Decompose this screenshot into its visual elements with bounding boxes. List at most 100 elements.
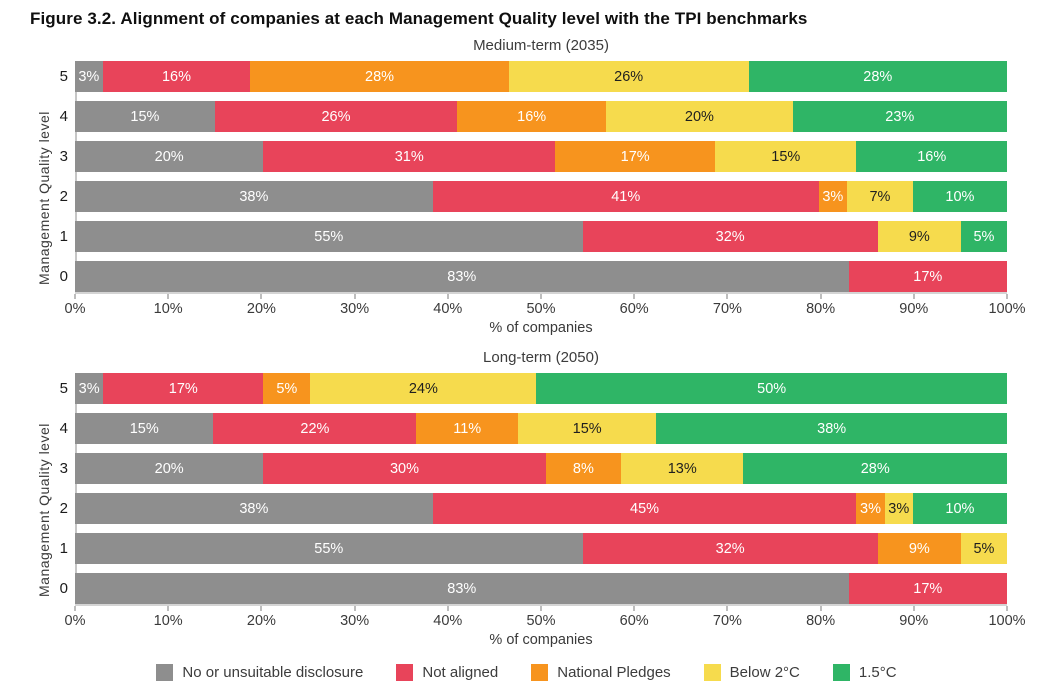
bar-segment-label: 38% — [239, 188, 269, 205]
bar-segment: 83% — [75, 573, 849, 604]
bar-segment: 31% — [263, 141, 556, 172]
bar-segment-label: 20% — [154, 148, 184, 165]
legend-swatch — [531, 664, 549, 681]
x-tick-mark — [260, 606, 263, 611]
bar-segment: 22% — [213, 413, 417, 444]
stacked-bar: 38% 41% 3% 7% 10% — [75, 181, 1008, 212]
stacked-bar: 15% 22% 11% 15% 38% — [75, 413, 1008, 444]
bar-segment: 15% — [75, 101, 215, 132]
legend-label: National Pledges — [557, 664, 671, 681]
x-tick-label: 50% — [526, 301, 556, 317]
bar-segment-label: 28% — [365, 68, 395, 85]
chart-medium-term: Medium-term (2035) Management Quality le… — [0, 37, 1053, 336]
bar-segment-label: 50% — [757, 380, 787, 397]
bar-segment-label: 3% — [888, 500, 910, 517]
bar-segment-label: 5% — [973, 228, 995, 245]
bar-segment-label: 31% — [394, 148, 424, 165]
bar-segment: 17% — [555, 141, 716, 172]
x-tick-label: 100% — [988, 301, 1026, 317]
bar-row: 3 20% 30% 8% 13% 28% — [56, 453, 1007, 484]
bar-segment: 24% — [310, 373, 537, 404]
bar-segment-label: 38% — [817, 420, 847, 437]
bar-rows: 5 3% 16% 28% 26% 28% 4 15% 26% 16% 20% 23% 3 20% 31% 17… — [56, 61, 1008, 292]
bar-segment: 50% — [536, 373, 1008, 404]
legend-swatch — [703, 664, 721, 681]
bar-segment: 9% — [877, 533, 961, 564]
bar-segment-label: 11% — [453, 420, 482, 437]
x-axis: 0% 10% 20% 30% 40% 50% 60% 70% 80% 90% 100% — [65, 604, 1026, 631]
bar-segment: 38% — [75, 493, 433, 524]
bar-segment-label: 83% — [447, 580, 477, 597]
bar-segment-label: 15% — [572, 420, 602, 437]
plot-area: 5 3% 16% 28% 26% 28% 4 15% 26% 16% 20% 23% 3 20% 31% 17… — [56, 61, 1026, 336]
legend-swatch — [396, 664, 414, 681]
bar-segment: 32% — [582, 533, 878, 564]
bar-segment: 32% — [582, 221, 878, 252]
bar-segment-label: 5% — [973, 540, 995, 557]
legend-swatch — [156, 664, 174, 681]
x-tick-mark — [167, 294, 170, 299]
bar-segment-label: 3% — [78, 68, 100, 85]
y-tick-label: 3 — [59, 460, 68, 477]
legend-label: No or unsuitable disclosure — [182, 664, 364, 681]
x-tick-mark — [260, 294, 263, 299]
x-tick-label: 70% — [712, 613, 742, 629]
legend-item: Below 2°C — [703, 664, 800, 681]
y-tick-label: 0 — [59, 268, 68, 285]
bar-rows: 5 3% 17% 5% 24% 50% 4 15% 22% 11% 15% 38% 3 20% 30% 8% 1… — [56, 373, 1008, 604]
legend-swatch — [832, 664, 850, 681]
plot-area: 5 3% 17% 5% 24% 50% 4 15% 22% 11% 15% 38% 3 20% 30% 8% 1… — [56, 373, 1026, 648]
bar-segment-label: 5% — [276, 380, 298, 397]
bar-segment: 3% — [75, 373, 104, 404]
bar-segment: 16% — [856, 141, 1008, 172]
bar-segment: 9% — [877, 221, 961, 252]
bar-segment: 15% — [75, 413, 214, 444]
bar-segment: 26% — [214, 101, 458, 132]
stacked-bar: 55% 32% 9% 5% — [75, 221, 1007, 252]
x-tick-label: 20% — [246, 301, 276, 317]
x-tick-label: 10% — [153, 301, 183, 317]
bar-segment-label: 55% — [314, 540, 344, 557]
x-tick-mark — [540, 606, 542, 611]
bar-segment-label: 32% — [715, 228, 745, 245]
x-tick-mark — [540, 294, 542, 299]
x-tick-mark — [353, 606, 356, 611]
bar-segment-label: 16% — [917, 148, 947, 165]
x-tick-label: 60% — [619, 613, 649, 629]
bar-segment-label: 20% — [154, 460, 184, 477]
bar-segment-label: 9% — [908, 540, 930, 557]
legend-item: No or unsuitable disclosure — [156, 664, 363, 681]
bar-segment-label: 8% — [572, 460, 594, 477]
bar-segment-label: 17% — [620, 148, 650, 165]
bar-segment-label: 9% — [908, 228, 930, 245]
x-tick-label: 60% — [619, 301, 649, 317]
stacked-bar: 38% 45% 3% 3% 10% — [75, 493, 1008, 524]
stacked-bar: 83% 17% — [75, 261, 1007, 292]
bar-segment: 20% — [75, 141, 264, 172]
y-tick-label: 1 — [59, 228, 68, 245]
bar-segment: 5% — [960, 221, 1007, 252]
bar-segment: 3% — [884, 493, 913, 524]
x-axis: 0% 10% 20% 30% 40% 50% 60% 70% 80% 90% 100% — [65, 292, 1026, 319]
legend-label: Not aligned — [422, 664, 499, 681]
bar-segment: 16% — [102, 61, 251, 92]
x-tick-label: 100% — [988, 613, 1026, 629]
x-tick-label: 0% — [64, 301, 86, 317]
stacked-bar: 20% 31% 17% 15% 16% — [75, 141, 1008, 172]
bar-segment: 16% — [457, 101, 607, 132]
stacked-bar: 3% 17% 5% 24% 50% — [75, 373, 1008, 404]
legend-label: Below 2°C — [729, 664, 800, 681]
bar-segment-label: 23% — [885, 108, 915, 125]
bar-segment: 17% — [848, 573, 1007, 604]
y-tick-label: 4 — [59, 420, 68, 437]
x-tick-mark — [446, 294, 449, 299]
bar-row: 1 55% 32% 9% 5% — [56, 221, 1007, 252]
bar-row: 5 3% 17% 5% 24% 50% — [56, 373, 1008, 404]
bar-segment: 13% — [621, 453, 744, 484]
chart-body: Management Quality level 5 3% 16% 28% 26% 28%… — [0, 61, 1053, 336]
chart-title: Long-term (2050) — [483, 349, 599, 366]
bar-segment-label: 26% — [614, 68, 644, 85]
bar-segment: 3% — [818, 181, 847, 212]
bar-segment: 55% — [75, 221, 583, 252]
bar-segment: 38% — [656, 413, 1008, 444]
